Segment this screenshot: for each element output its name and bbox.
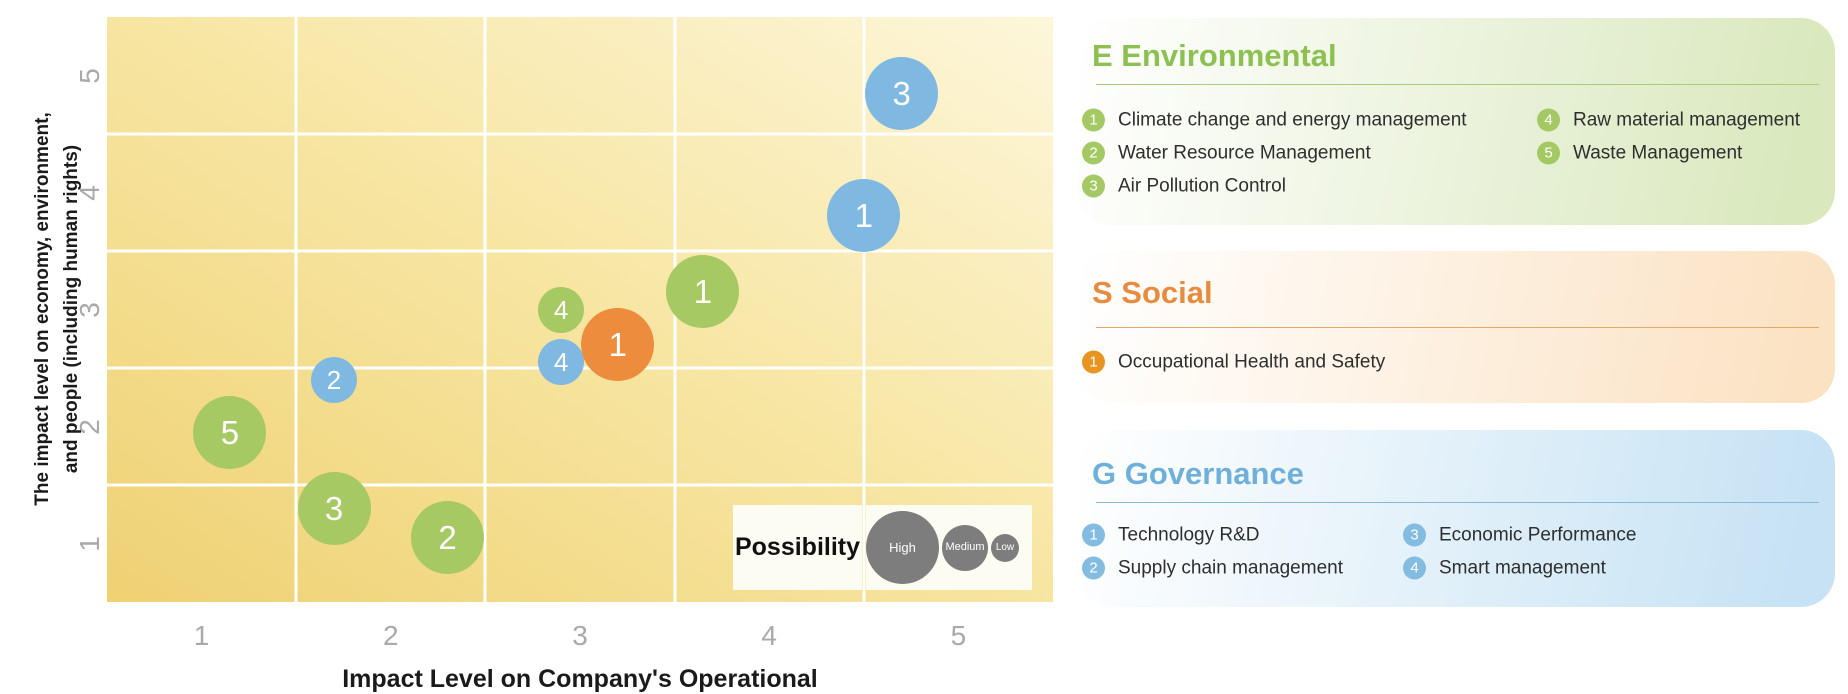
environmental-badge-3: 3 [1082,174,1105,198]
y-axis-label: The impact level on economy, environment… [28,112,86,505]
panel-governance-items: 1 Technology R&D 2 Supply chain management 3… [1078,430,1835,607]
panel-social: S Social 1 Occupational Health and Safety [1078,251,1835,403]
x-axis-label: Impact Level on Company's Operational [342,665,818,693]
gridline [107,249,1053,253]
environmental-item-label-5: Waste Management [1573,142,1743,163]
environmental-item-label-2: Water Resource Management [1118,142,1371,163]
bubble-governance-2: 2 [311,356,358,403]
environmental-badge-1: 1 [1082,108,1105,132]
governance-item-label-2: Supply chain management [1118,557,1343,578]
social-item-label-1: Occupational Health and Safety [1118,351,1386,372]
y-axis-label-line2: and people (including human rights) [61,144,82,474]
y-tick-5: 5 [74,67,105,84]
x-tick-4: 4 [761,620,777,651]
y-axis-label-line1: The impact level on economy, environment… [32,112,53,506]
item-environmental-4: 4 Raw material management [1537,108,1801,132]
x-tick-5: 5 [950,620,967,651]
possibility-legend-circles-box: High Medium Low [866,505,1032,590]
item-governance-1: 1 Technology R&D [1082,523,1260,547]
item-governance-4: 4 Smart management [1403,556,1606,580]
panel-governance-title: G Governance [1092,456,1304,491]
gridline [483,17,487,602]
bubble-governance-1: 1 [827,179,901,253]
governance-badge-4: 4 [1403,556,1426,580]
bubble-environmental-4: 4 [538,286,585,333]
x-tick-1: 1 [193,620,210,651]
panel-environmental-items: 1 Climate change and energy management 2 Wa… [1078,18,1835,225]
bubble-environmental-1: 1 [666,255,740,329]
item-governance-2: 2 Supply chain management [1082,556,1343,580]
environmental-badge-5: 5 [1537,141,1560,165]
item-environmental-2: 2 Water Resource Management [1082,141,1371,165]
item-environmental-3: 3 Air Pollution Control [1082,174,1286,198]
gridline [107,132,1053,136]
possibility-high-circle: High [866,511,939,584]
panel-governance: G Governance 1 Technology R&D 2 Supply chai… [1078,430,1835,607]
bubble-governance-3: 3 [865,56,939,130]
bubble-governance-4: 4 [538,339,585,386]
environmental-item-label-3: Air Pollution Control [1118,175,1286,196]
panel-governance-divider [1096,502,1819,503]
governance-item-label-4: Smart management [1439,557,1606,578]
x-tick-3: 3 [572,620,588,651]
item-social-1: 1 Occupational Health and Safety [1082,350,1386,374]
gridline [107,483,1053,487]
possibility-legend-title-box: Possibility [733,505,862,590]
social-badge-1: 1 [1082,350,1105,374]
governance-badge-1: 1 [1082,523,1105,547]
bubble-environmental-5: 5 [193,395,267,469]
panel-social-items: 1 Occupational Health and Safety [1078,251,1835,403]
x-tick-2: 2 [383,620,399,651]
panel-environmental-divider [1096,84,1819,85]
environmental-item-label-1: Climate change and energy management [1118,109,1467,130]
possibility-medium-circle: Medium [942,524,988,571]
panel-environmental: E Environmental 1 Climate change and ener… [1078,18,1835,225]
bubble-environmental-2: 2 [411,501,485,575]
item-environmental-5: 5 Waste Management [1537,141,1743,165]
panel-environmental-title: E Environmental [1092,38,1337,73]
bubble-social-1: 1 [581,308,655,382]
possibility-low-circle: Low [991,533,1019,562]
governance-item-label-1: Technology R&D [1118,524,1260,545]
panel-social-title: S Social [1092,275,1213,310]
possibility-label: Possibility [734,533,861,561]
bubble-environmental-3: 3 [297,471,371,545]
governance-badge-3: 3 [1403,523,1426,547]
x-axis-ticks: 1 2 3 4 5 [107,620,1053,656]
environmental-badge-4: 4 [1537,108,1560,132]
y-tick-1: 1 [74,535,105,552]
item-governance-3: 3 Economic Performance [1403,523,1637,547]
panel-social-divider [1096,327,1819,328]
item-environmental-1: 1 Climate change and energy management [1082,108,1467,132]
gridline [862,17,866,602]
environmental-badge-2: 2 [1082,141,1105,165]
environmental-item-label-4: Raw material management [1573,109,1801,130]
gridline [294,17,298,602]
governance-badge-2: 2 [1082,556,1105,580]
governance-item-label-3: Economic Performance [1439,524,1637,545]
